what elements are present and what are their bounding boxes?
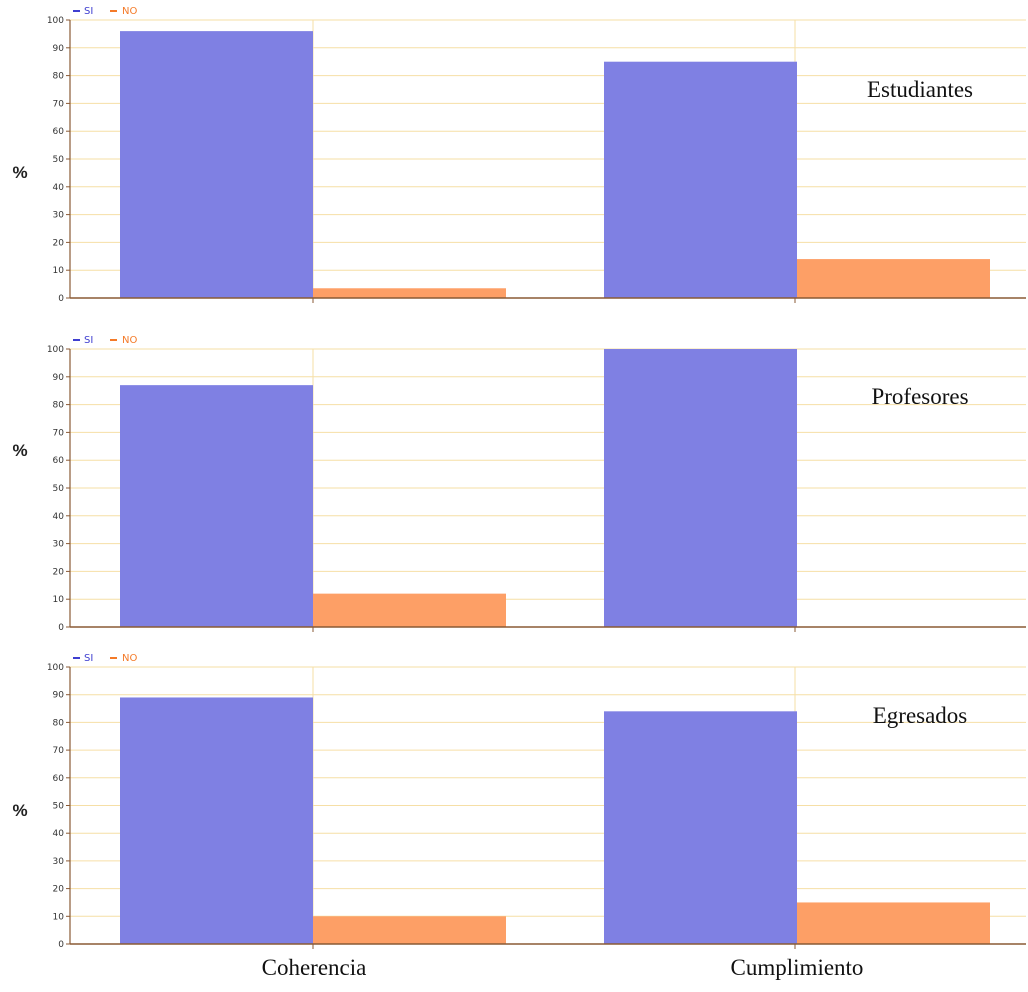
y-tick-label: 0: [58, 940, 64, 950]
y-tick-label: 60: [53, 127, 65, 137]
bar-no-cumplimiento: [797, 902, 990, 944]
bar-no-coherencia: [313, 916, 506, 944]
y-tick-label: 60: [53, 456, 65, 466]
legend-label-si: SI: [84, 6, 93, 17]
bar-si-cumplimiento: [604, 61, 797, 299]
y-tick-label: 70: [53, 99, 65, 109]
y-tick-label: 30: [53, 857, 65, 867]
x-category-label: Coherencia: [262, 955, 367, 980]
y-tick-label: 0: [58, 623, 64, 633]
legend-label-no: NO: [122, 6, 137, 17]
y-tick-label: 70: [53, 428, 65, 438]
bar-no-coherencia: [313, 288, 506, 298]
y-tick-label: 30: [53, 540, 65, 550]
y-tick-label: 90: [53, 44, 65, 54]
y-tick-label: 60: [53, 774, 65, 784]
bar-no-coherencia: [313, 593, 506, 627]
y-tick-label: 100: [47, 345, 64, 355]
bar-si-coherencia: [120, 385, 313, 627]
y-tick-label: 100: [47, 663, 64, 673]
bar-si-cumplimiento: [604, 711, 797, 944]
y-axis-label: %: [12, 441, 27, 460]
y-tick-label: 20: [53, 567, 65, 577]
y-tick-label: 50: [53, 155, 65, 165]
y-tick-label: 20: [53, 885, 65, 895]
legend-label-no: NO: [122, 335, 137, 346]
y-tick-label: 20: [53, 238, 65, 248]
y-tick-label: 40: [53, 512, 65, 522]
panel-title: Egresados: [873, 703, 968, 728]
y-tick-label: 10: [53, 595, 65, 605]
legend-label-no: NO: [122, 653, 137, 664]
y-tick-label: 50: [53, 802, 65, 812]
bar-no-cumplimiento: [797, 259, 990, 298]
bar-si-cumplimiento: [604, 349, 797, 627]
y-tick-label: 40: [53, 829, 65, 839]
y-tick-label: 10: [53, 266, 65, 276]
y-tick-label: 90: [53, 691, 65, 701]
y-tick-label: 80: [53, 72, 65, 82]
x-category-label: Cumplimiento: [731, 955, 864, 980]
panel-title: Estudiantes: [867, 77, 973, 102]
panel-title: Profesores: [871, 384, 968, 409]
y-tick-label: 10: [53, 912, 65, 922]
y-tick-label: 40: [53, 183, 65, 193]
legend-label-si: SI: [84, 653, 93, 664]
bar-si-coherencia: [120, 31, 313, 299]
y-tick-label: 0: [58, 294, 64, 304]
legend-label-si: SI: [84, 335, 93, 346]
y-axis-label: %: [12, 163, 27, 182]
y-tick-label: 80: [53, 401, 65, 411]
y-tick-label: 80: [53, 718, 65, 728]
y-axis-label: %: [12, 801, 27, 820]
y-tick-label: 70: [53, 746, 65, 756]
y-tick-label: 100: [47, 16, 64, 26]
y-tick-label: 50: [53, 484, 65, 494]
bar-si-coherencia: [120, 697, 313, 944]
y-tick-label: 90: [53, 373, 65, 383]
y-tick-label: 30: [53, 211, 65, 221]
